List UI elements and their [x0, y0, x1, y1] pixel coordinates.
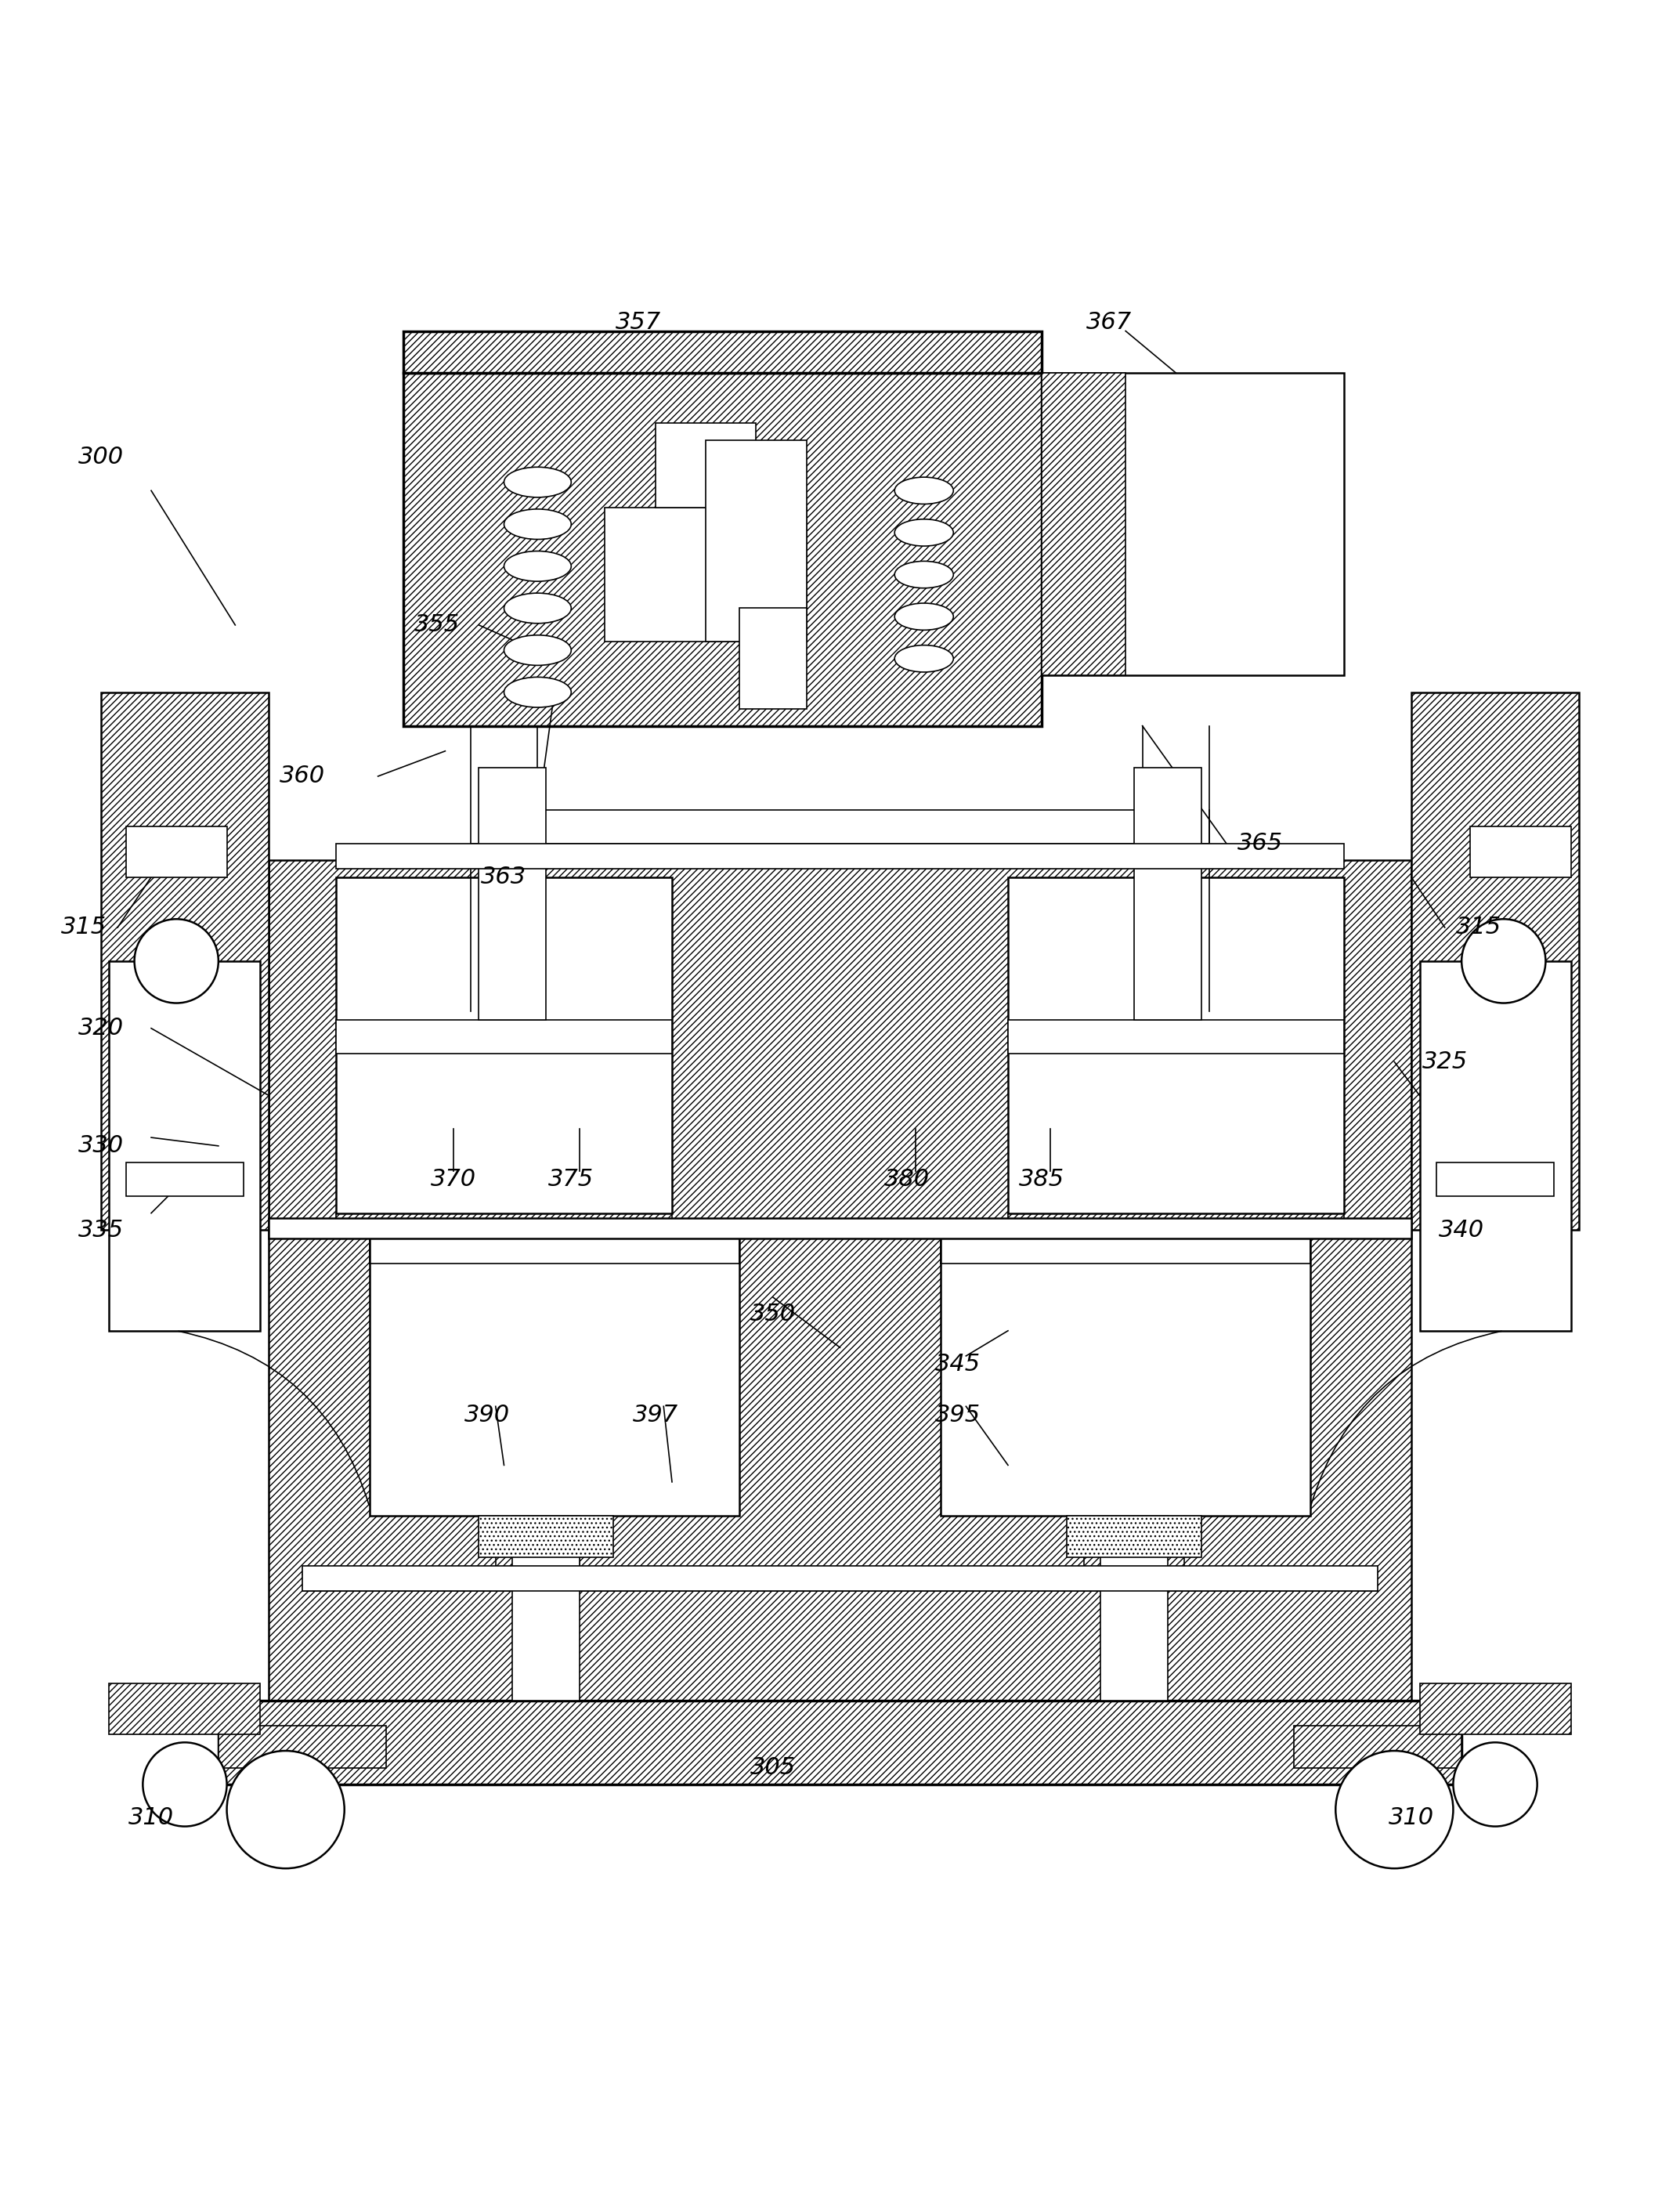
Bar [655, 423, 756, 508]
Ellipse shape [504, 635, 571, 666]
Ellipse shape [895, 603, 954, 631]
Bar [1411, 692, 1579, 1229]
Text: 350: 350 [749, 1304, 796, 1326]
Bar [269, 1218, 1411, 1238]
Circle shape [1453, 1742, 1537, 1827]
Text: 330: 330 [77, 1135, 124, 1157]
Bar [109, 962, 260, 1330]
Bar [605, 508, 806, 642]
Bar [370, 1229, 739, 1516]
Text: 395: 395 [934, 1404, 981, 1426]
Circle shape [143, 1742, 227, 1827]
Text: 370: 370 [430, 1168, 477, 1192]
Text: 390: 390 [464, 1404, 511, 1426]
Text: 310: 310 [128, 1808, 175, 1829]
Bar [336, 844, 1344, 868]
Bar [403, 331, 1042, 372]
Ellipse shape [504, 508, 571, 539]
Text: 367: 367 [1085, 311, 1132, 333]
Bar [1067, 1516, 1201, 1558]
Bar [1294, 1727, 1462, 1768]
Text: 310: 310 [1388, 1808, 1435, 1829]
Text: 335: 335 [77, 1218, 124, 1242]
Text: 305: 305 [749, 1757, 796, 1779]
Text: 320: 320 [77, 1017, 124, 1041]
Text: 345: 345 [934, 1354, 981, 1376]
Text: 380: 380 [884, 1168, 931, 1192]
Bar [941, 1229, 1310, 1516]
Bar [1042, 372, 1344, 675]
Text: 363: 363 [480, 865, 528, 887]
Bar [336, 876, 672, 1214]
Bar [109, 1683, 260, 1733]
Circle shape [227, 1751, 344, 1869]
Text: 300: 300 [77, 445, 124, 469]
Text: 325: 325 [1421, 1049, 1468, 1074]
Bar [1420, 962, 1571, 1330]
Text: 365: 365 [1236, 833, 1284, 854]
Ellipse shape [504, 467, 571, 497]
Ellipse shape [504, 594, 571, 624]
Bar [101, 692, 269, 1229]
Ellipse shape [895, 478, 954, 504]
Bar [126, 1163, 244, 1196]
Bar [479, 1516, 613, 1558]
Text: 397: 397 [632, 1404, 679, 1426]
Circle shape [1462, 918, 1546, 1003]
Bar [1008, 1019, 1344, 1054]
Bar [479, 767, 546, 1019]
Bar [1042, 372, 1126, 675]
Bar [1470, 826, 1571, 876]
Bar [269, 1229, 1411, 1700]
Bar [218, 1727, 386, 1768]
Ellipse shape [504, 552, 571, 581]
Bar [512, 1516, 580, 1700]
Text: 375: 375 [548, 1168, 595, 1192]
Ellipse shape [895, 519, 954, 546]
Bar [706, 440, 806, 642]
Bar [336, 1019, 672, 1054]
Ellipse shape [895, 561, 954, 587]
Text: 385: 385 [1018, 1168, 1065, 1192]
Bar [739, 609, 806, 710]
Bar [1134, 767, 1201, 1019]
Text: 357: 357 [615, 311, 662, 333]
Text: 315: 315 [60, 916, 108, 938]
Bar [1436, 1163, 1554, 1196]
Bar [218, 1700, 1462, 1783]
Bar [269, 861, 1411, 1229]
Circle shape [134, 918, 218, 1003]
Ellipse shape [504, 677, 571, 708]
Text: 355: 355 [413, 613, 460, 635]
Bar [1100, 1516, 1168, 1700]
Bar [1420, 1683, 1571, 1733]
Bar [302, 1567, 1378, 1591]
Bar [403, 372, 1042, 725]
Ellipse shape [895, 644, 954, 673]
Text: 340: 340 [1438, 1218, 1485, 1242]
Text: 315: 315 [1455, 916, 1502, 938]
Text: 360: 360 [279, 765, 326, 787]
Bar [1008, 876, 1344, 1214]
Circle shape [1336, 1751, 1453, 1869]
Bar [126, 826, 227, 876]
